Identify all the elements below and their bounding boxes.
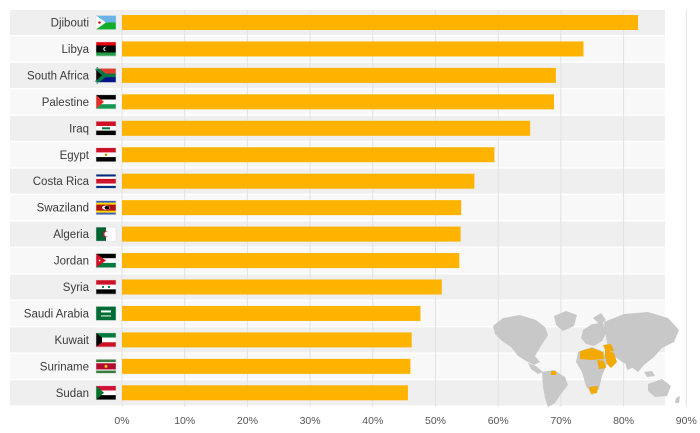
bar-suriname <box>122 358 411 374</box>
world-map-icon <box>493 311 680 407</box>
x-tick-label: 20% <box>237 415 258 427</box>
x-tick-label: 80% <box>613 415 634 427</box>
category-label: Sudan <box>56 388 89 400</box>
bar-egypt <box>122 147 495 163</box>
category-label: Palestine <box>42 97 89 109</box>
bar-iraq <box>122 120 531 136</box>
category-label: Kuwait <box>54 335 89 347</box>
x-tick-label: 70% <box>550 415 571 427</box>
x-tick-label: 90% <box>676 415 697 427</box>
category-label: Syria <box>63 282 90 294</box>
bars <box>122 15 639 401</box>
jordan-flag <box>95 253 117 268</box>
x-tick-label: 60% <box>488 415 509 427</box>
palestine-flag <box>95 94 117 110</box>
south-africa-flag <box>94 66 117 84</box>
sudan-flag <box>95 385 117 401</box>
category-label: Djibouti <box>51 18 89 30</box>
category-label: Costa Rica <box>33 176 90 188</box>
flag-icons <box>94 15 117 401</box>
saudi-arabia-flag <box>95 306 117 321</box>
x-tick-label: 50% <box>425 415 446 427</box>
bar-algeria <box>122 226 461 242</box>
libya-flag <box>95 41 117 57</box>
category-label: Suriname <box>40 361 89 373</box>
bar-jordan <box>122 253 460 269</box>
suriname-flag <box>95 359 117 374</box>
algeria-flag <box>95 226 117 242</box>
kuwait-flag <box>95 332 117 348</box>
row-labels: Djibouti Libya South Africa Palestine Iraq Eg… <box>24 18 90 400</box>
category-label: Egypt <box>60 150 90 162</box>
x-tick-label: 40% <box>362 415 383 427</box>
bar-kuwait <box>122 332 412 348</box>
x-tick-label: 0% <box>114 415 129 427</box>
djibouti-flag <box>95 15 117 30</box>
bar-swaziland <box>122 200 462 216</box>
category-label: Libya <box>62 44 90 56</box>
category-label: Algeria <box>53 229 89 241</box>
bar-sudan <box>122 385 408 401</box>
x-tick-label: 10% <box>174 415 195 427</box>
iraq-flag <box>95 121 117 136</box>
category-label: Iraq <box>69 123 89 135</box>
bar-syria <box>122 279 442 295</box>
bar-saudi-arabia <box>122 305 421 321</box>
bar-libya <box>122 41 584 57</box>
egypt-flag <box>95 147 117 162</box>
bar-palestine <box>122 94 555 110</box>
syria-flag <box>95 279 117 295</box>
bar-djibouti <box>122 15 639 30</box>
category-label: South Africa <box>27 70 90 82</box>
bar-south-africa <box>122 67 556 83</box>
category-label: Jordan <box>54 256 89 268</box>
costa-rica-flag <box>95 173 117 189</box>
category-label: Saudi Arabia <box>24 308 90 320</box>
swaziland-flag <box>95 200 117 215</box>
bar-costa-rica <box>122 173 475 189</box>
x-tick-label: 30% <box>300 415 321 427</box>
x-axis-tick-labels: 0% 10% 20% 30% 40% 50% 60% 70% 80% 90% <box>114 415 696 427</box>
category-label: Swaziland <box>37 203 89 215</box>
